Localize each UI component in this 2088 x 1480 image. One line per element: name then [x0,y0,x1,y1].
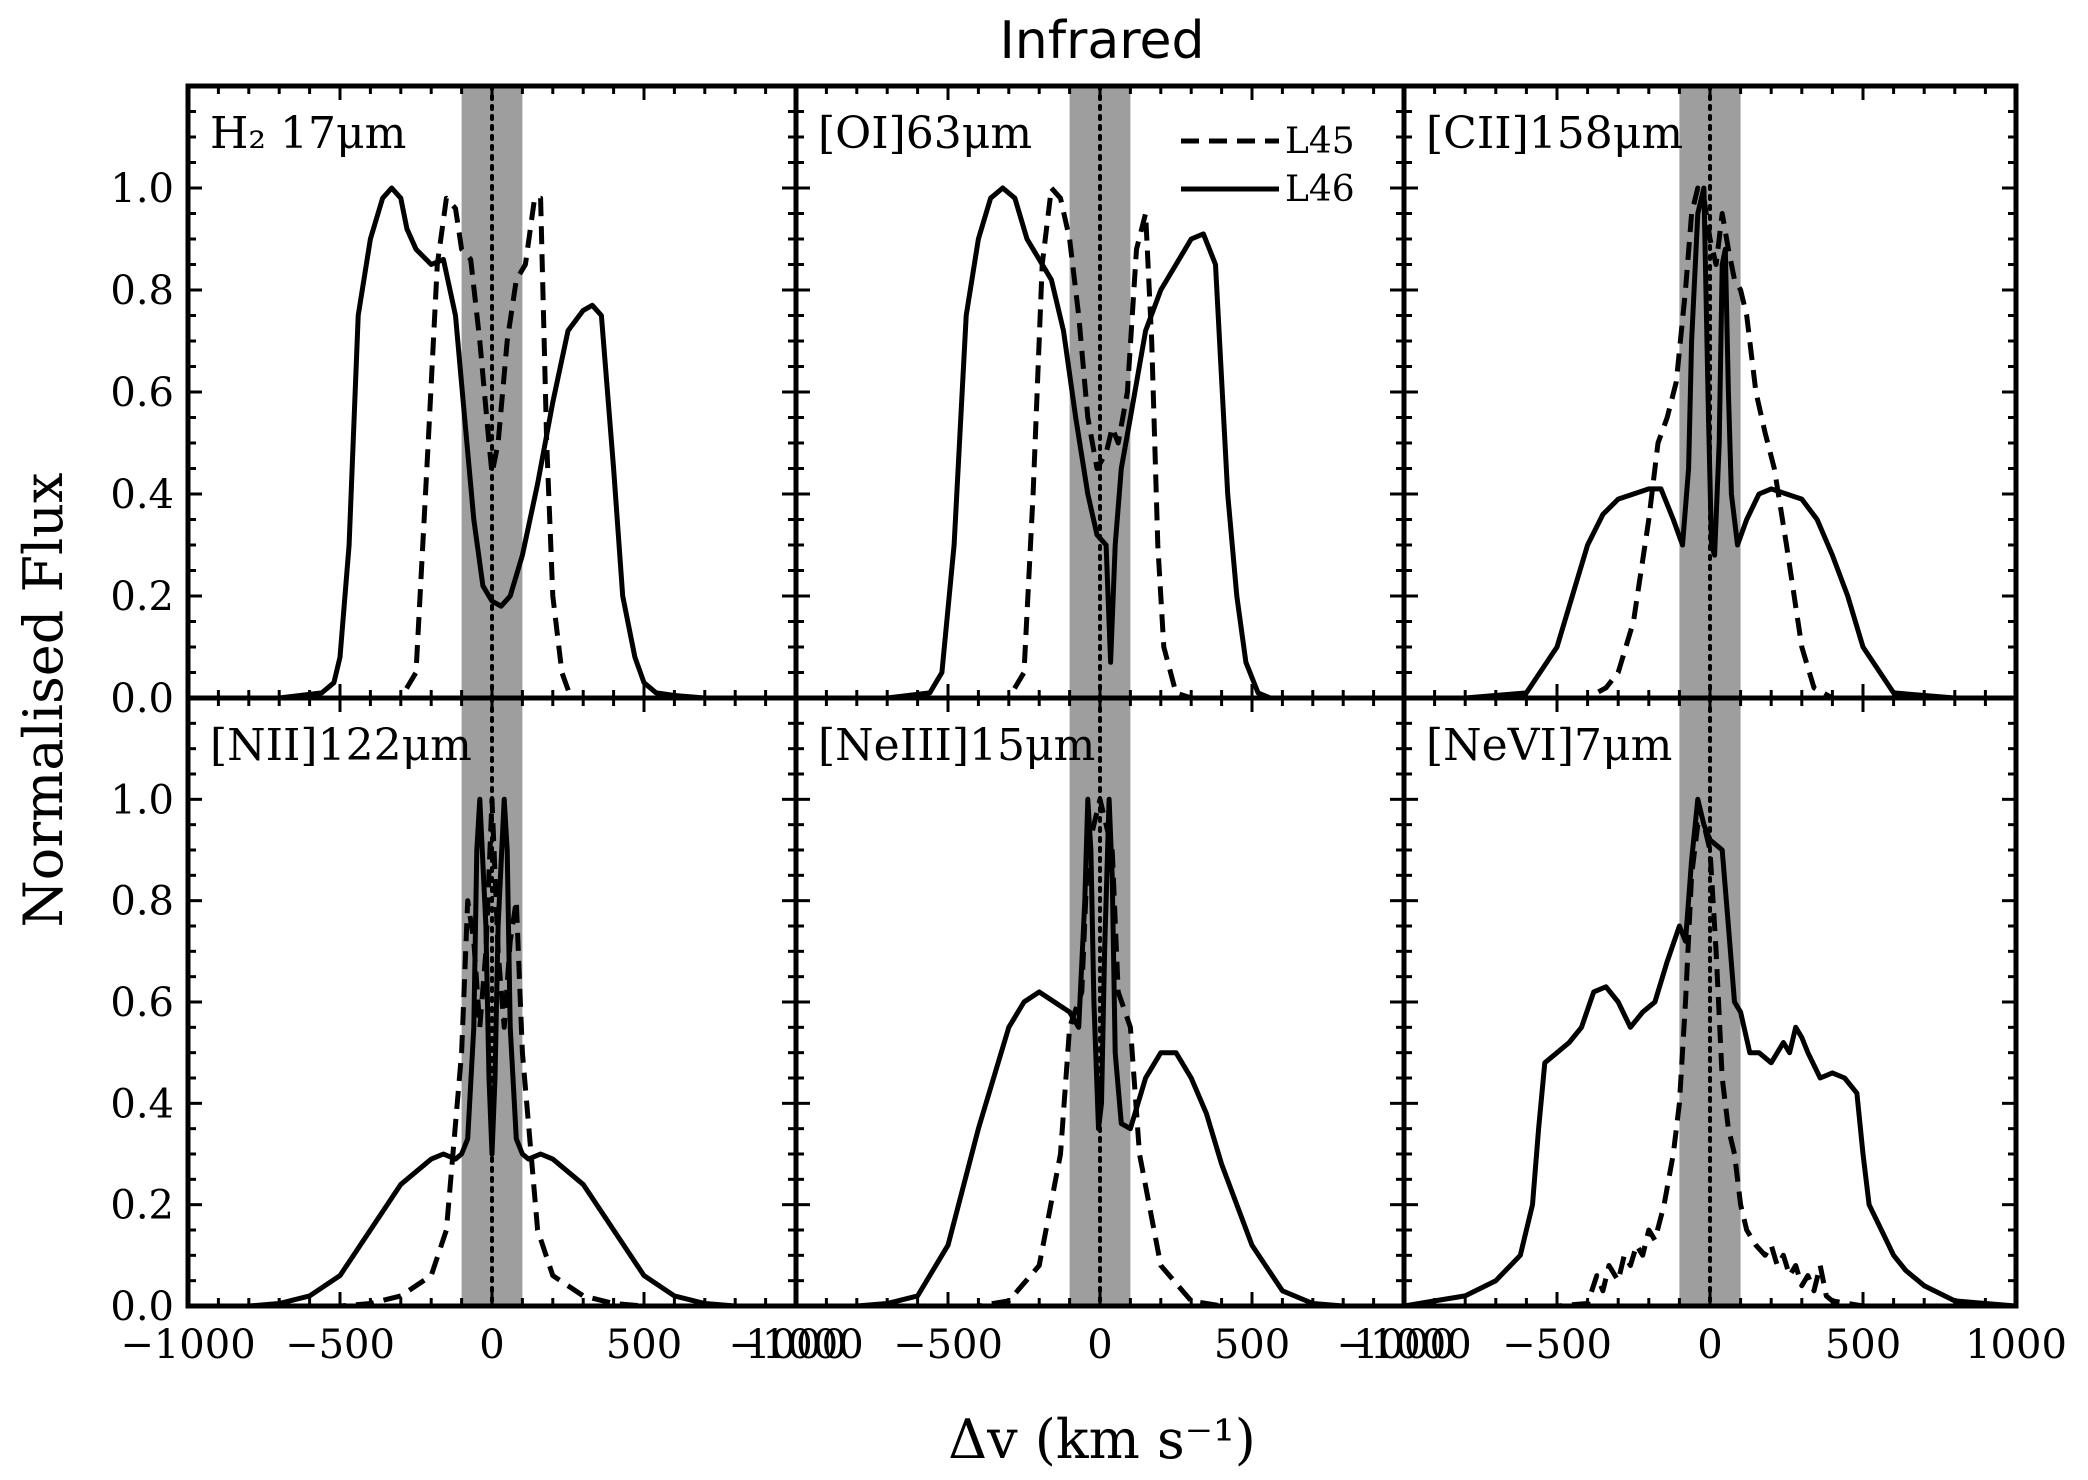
panel-2: [OI]63μm L45 L46 [793,83,1407,701]
y-tick-label: 0.2 [110,574,174,620]
panel-label: [OI]63μm [818,108,1032,159]
series-line-l45 [1404,822,2016,1306]
series-group [1404,185,2016,698]
y-tick-label: 0.4 [110,1081,174,1127]
panel-5: [NeIII]15μm −1000 −500 0 500 1000 [728,695,1455,1368]
series-group [796,796,1404,1306]
x-tick-label: 500 [1214,1322,1290,1368]
panel-label: H₂ 17μm [210,108,406,159]
y-tick-label: 0.4 [110,472,174,518]
y-tick-label: 0.0 [110,1284,174,1330]
series-line-l45 [188,796,796,1306]
panel-label: [CII]158μm [1426,108,1683,159]
y-tick-label: 0.6 [110,370,174,416]
series-group [1404,796,2016,1306]
series-line-l46 [1404,796,2016,1306]
x-tick-label: −1000 [728,1322,863,1368]
panel-4: [NII]122μm 0.0 0.2 0.4 0.6 0.8 1.0 −1000 −500 0 50… [110,695,847,1368]
series-line-l45 [796,185,1404,698]
series-group [188,185,796,698]
x-tick-label: 1000 [1353,1322,1455,1368]
x-tick-label: 500 [606,1322,682,1368]
y-tick-label: 0.8 [110,268,174,314]
y-tick-label: 0.6 [110,980,174,1026]
y-tick-label: 0.8 [110,879,174,925]
y-axis-label: Normalised Flux [12,473,75,928]
series-line-l46 [188,796,796,1306]
x-tick-label: −500 [893,1322,1003,1368]
figure-title: Infrared [999,11,1204,71]
panel-6: [NeVI]7μm −1000 −500 0 500 1000 [1336,695,2067,1368]
legend-label-l46: L46 [1285,169,1355,210]
panel-frame [1401,695,2019,1309]
x-tick-label: 0 [1697,1322,1722,1368]
y-tick-label: 0.0 [110,676,174,722]
series-line-l45 [796,796,1404,1306]
series-line-l46 [188,185,796,698]
y-tick-label: 1.0 [110,166,174,212]
x-tick-label: 0 [479,1322,504,1368]
panel-label: [NII]122μm [210,720,472,771]
panel-label: [NeVI]7μm [1426,720,1672,771]
series-line-l46 [796,796,1404,1306]
y-tick-label: 0.2 [110,1183,174,1229]
x-tick-label: 1000 [1965,1322,2067,1368]
series-group [188,796,796,1306]
series-line-l45 [188,195,796,698]
x-tick-label: 1000 [745,1322,847,1368]
legend-label-l45: L45 [1285,121,1355,162]
panel-label: [NeIII]15μm [818,720,1095,771]
x-tick-label: 500 [1825,1322,1901,1368]
x-tick-label: −1000 [1336,1322,1471,1368]
series-group [796,185,1404,698]
x-tick-label: −500 [1502,1322,1612,1368]
x-tick-label: −1000 [120,1322,255,1368]
x-tick-label: −500 [285,1322,395,1368]
x-tick-label: 0 [1087,1322,1112,1368]
panel-1: H₂ 17μm 0.0 0.2 0.4 0.6 0.8 1.0 [110,83,799,722]
x-axis-label: Δv (km s⁻¹) [948,1408,1256,1471]
y-tick-label: 1.0 [110,777,174,823]
series-line-l46 [1404,185,2016,698]
panel-3: [CII]158μm [1401,83,2019,701]
series-line-l46 [796,185,1404,698]
